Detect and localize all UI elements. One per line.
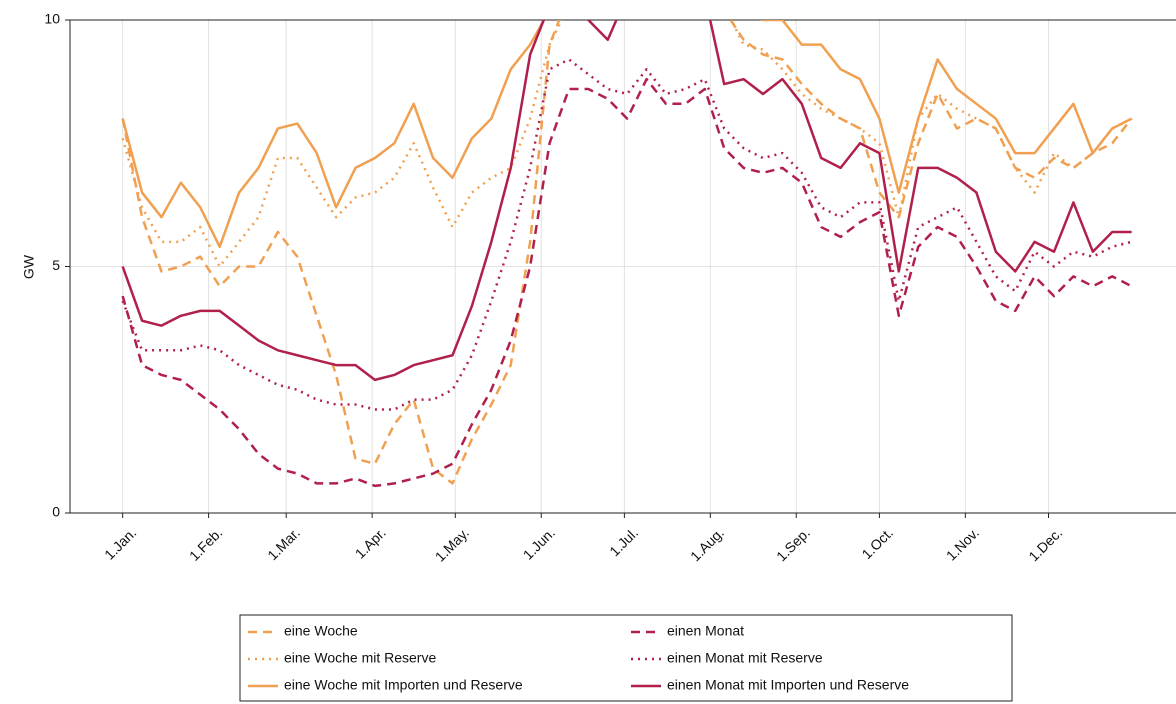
y-tick-label: 10: [44, 11, 60, 27]
legend-label: einen Monat mit Importen und Reserve: [667, 677, 909, 693]
legend-label: eine Woche mit Importen und Reserve: [284, 677, 523, 693]
x-tick-label: 1.Apr.: [352, 524, 389, 561]
y-axis-label: GW: [21, 254, 37, 279]
labels: 0 5 10 1.Jan. 1.Feb. 1.Mar. 1.Apr. 1.May. 1.Jun.…: [44, 11, 1065, 565]
series-line: [121, 20, 1133, 249]
legend-box: [239, 614, 1013, 702]
legend-label: eine Woche mit Reserve: [284, 650, 436, 666]
x-tick-label: 1.May.: [432, 524, 472, 564]
legend-label: einen Monat mit Reserve: [667, 650, 823, 666]
series-line: [121, 20, 1133, 485]
x-tick-label: 1.Jan.: [101, 524, 139, 562]
legend: eine Woche eine Woche mit Reserve eine Woc…: [248, 623, 909, 693]
x-tick-label: 1.Nov.: [943, 524, 982, 563]
x-tick-label: 1.Jul.: [606, 524, 641, 559]
x-tick-label: 1.Sep.: [773, 524, 813, 564]
x-tick-label: 1.Aug.: [687, 524, 727, 564]
x-tick-label: 1.Feb.: [186, 524, 225, 563]
series-line: [121, 77, 1133, 488]
x-tick-label: 1.Mar.: [264, 524, 303, 563]
series-line: [121, 20, 1133, 268]
x-tick-label: 1.Oct.: [858, 524, 896, 562]
series-line: [121, 58, 1132, 411]
legend-label: einen Monat: [667, 623, 744, 639]
x-tick-label: 1.Dec.: [1025, 524, 1065, 564]
series-line: [121, 20, 1132, 382]
plot-area: [121, 20, 1133, 488]
y-tick-label: 5: [52, 257, 60, 273]
y-tick-label: 0: [52, 504, 60, 520]
x-tick-label: 1.Jun.: [520, 524, 558, 562]
legend-label: eine Woche: [284, 623, 358, 639]
